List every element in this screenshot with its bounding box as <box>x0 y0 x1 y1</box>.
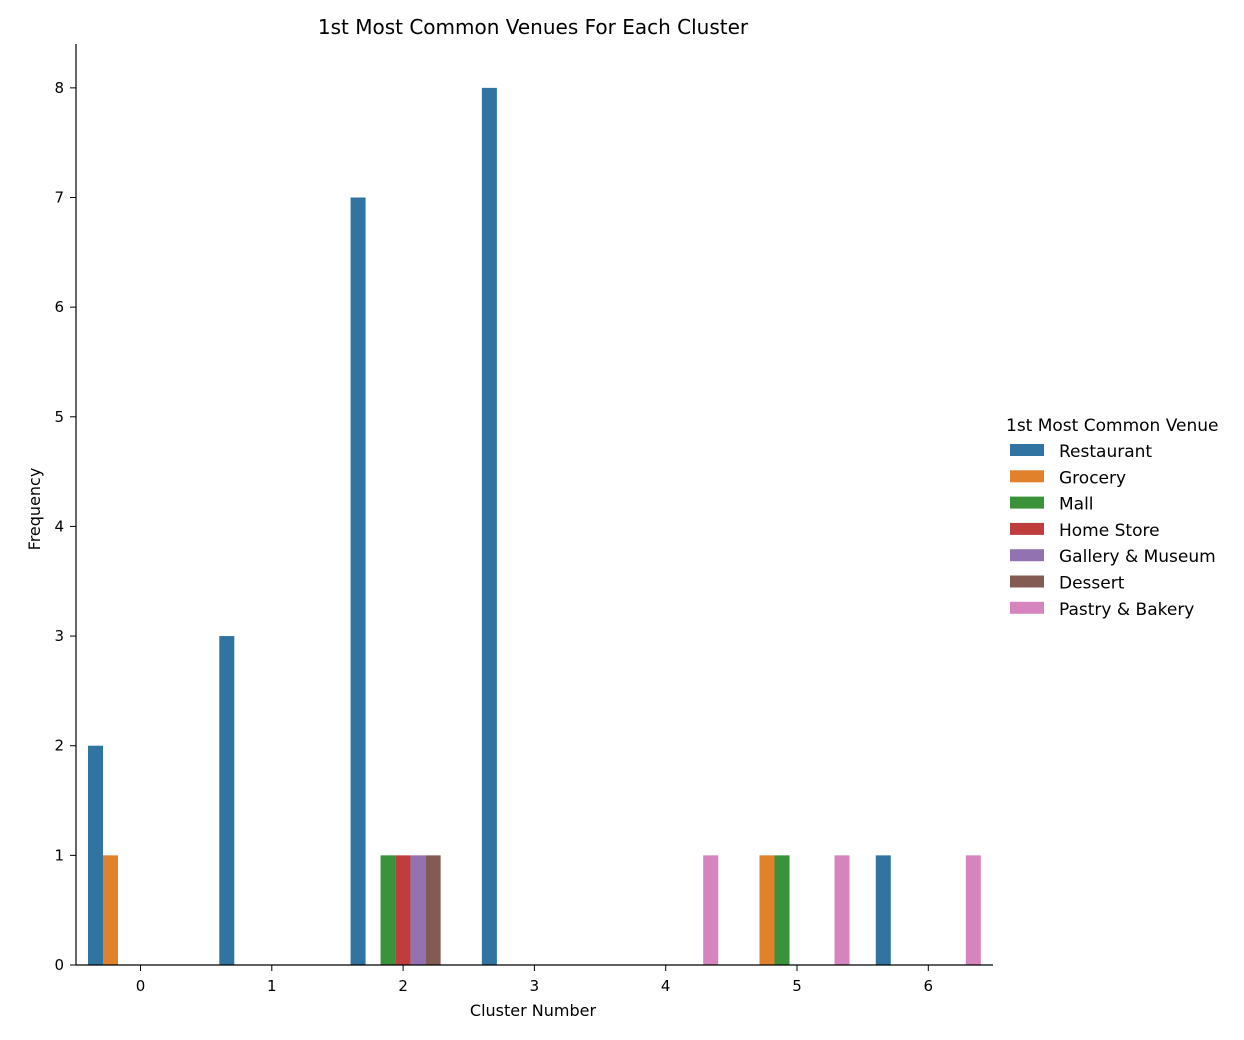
y-tick-label: 2 <box>54 737 64 755</box>
y-tick-label: 8 <box>54 79 64 97</box>
bar-pastry-bakery-cluster-6 <box>965 855 981 965</box>
legend-title: 1st Most Common Venue <box>1006 416 1218 436</box>
legend-label: Pastry & Bakery <box>1059 600 1194 620</box>
x-tick-label: 0 <box>136 977 146 995</box>
legend-label: Gallery & Museum <box>1059 547 1216 567</box>
y-tick-label: 0 <box>54 956 64 974</box>
legend-items: Restaurant Grocery Mall Home Store Gallery &… <box>1010 442 1216 620</box>
legend-swatch <box>1010 444 1044 456</box>
chart-title: 1st Most Common Venues For Each Cluster <box>318 15 749 39</box>
bar-grocery-cluster-5 <box>759 855 775 965</box>
x-tick-label: 1 <box>267 977 277 995</box>
bar-mall-cluster-5 <box>774 855 790 965</box>
x-tick-label: 3 <box>530 977 540 995</box>
legend-swatch <box>1010 496 1044 509</box>
legend-label: Dessert <box>1059 574 1125 594</box>
x-tick-label: 2 <box>398 977 408 995</box>
legend-swatch <box>1010 522 1044 535</box>
bar-home-store-cluster-2 <box>395 855 411 965</box>
x-axis-label: Cluster Number <box>470 1001 597 1020</box>
legend-label: Grocery <box>1059 468 1126 488</box>
bar-restaurant-cluster-2 <box>350 197 366 965</box>
bar-pastry-bakery-cluster-4 <box>703 855 719 965</box>
x-tick-label: 4 <box>661 977 671 995</box>
bar-gallery-museum-cluster-2 <box>410 855 426 965</box>
legend-label: Mall <box>1059 495 1094 515</box>
legend-label: Home Store <box>1059 521 1160 541</box>
y-tick-label: 5 <box>54 408 64 426</box>
x-tick-label: 6 <box>924 977 934 995</box>
y-tick-label: 6 <box>54 298 64 316</box>
bar-dessert-cluster-2 <box>425 855 441 965</box>
legend-swatch <box>1010 575 1044 588</box>
y-tick-label: 1 <box>54 846 64 864</box>
bar-grocery-cluster-0 <box>102 855 118 965</box>
legend-label: Restaurant <box>1059 442 1152 462</box>
x-ticks-group: 0 1 2 3 4 5 6 <box>136 965 933 995</box>
legend: 1st Most Common Venue Restaurant Grocery M… <box>1006 416 1218 620</box>
y-tick-label: 7 <box>54 189 64 207</box>
legend-swatch <box>1010 601 1044 614</box>
y-ticks-group: 0 1 2 3 4 5 6 7 8 <box>54 79 76 974</box>
legend-swatch <box>1010 470 1044 483</box>
bar-restaurant-cluster-1 <box>219 636 235 965</box>
bar-restaurant-cluster-3 <box>481 87 497 966</box>
y-tick-label: 3 <box>54 627 64 645</box>
y-axis-label: Frequency <box>25 468 44 551</box>
bar-mall-cluster-2 <box>380 855 396 965</box>
bars-group <box>87 87 981 966</box>
bar-restaurant-cluster-0 <box>87 745 103 965</box>
legend-swatch <box>1010 549 1044 562</box>
bar-pastry-bakery-cluster-5 <box>834 855 850 965</box>
bar-restaurant-cluster-6 <box>875 855 891 965</box>
y-tick-label: 4 <box>54 517 64 535</box>
x-tick-label: 5 <box>792 977 802 995</box>
